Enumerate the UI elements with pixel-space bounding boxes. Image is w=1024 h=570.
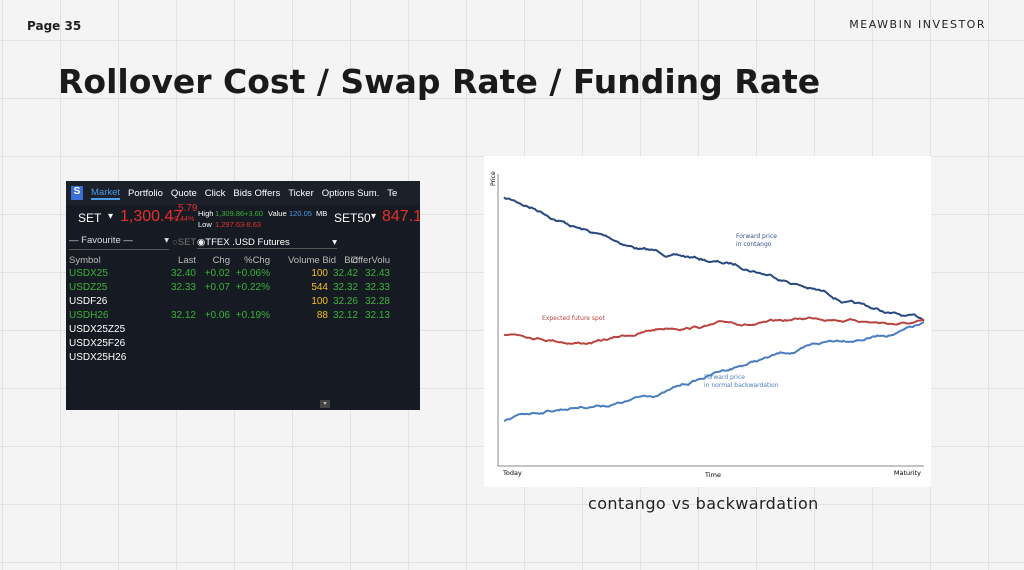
column-header: OfferVolu bbox=[350, 255, 390, 266]
column-header: Chg bbox=[212, 255, 230, 266]
trend-line bbox=[503, 316, 925, 346]
column-header: Last bbox=[178, 255, 196, 266]
symbol: USDX25 bbox=[69, 268, 108, 279]
symbol: USDZ25 bbox=[69, 282, 108, 293]
quote-cell: 32.32 bbox=[332, 282, 358, 293]
column-header: %Chg bbox=[244, 255, 270, 266]
symbol: USDX25F26 bbox=[69, 338, 126, 349]
title: Rollover Cost / Swap Rate / Funding Rate bbox=[58, 62, 821, 101]
y-axis-label: Price bbox=[490, 171, 497, 186]
tab[interactable]: Click bbox=[204, 187, 226, 199]
index-pct: -0.44% bbox=[172, 216, 195, 223]
quote-cell: +0.02 bbox=[204, 268, 230, 279]
quote-cell: +0.06 bbox=[204, 310, 230, 321]
quote-cell: 88 bbox=[316, 310, 328, 321]
radio-tfex[interactable]: ◉TFEX .USD Futures ▾ bbox=[197, 237, 337, 249]
quote-cell: 32.12 bbox=[170, 310, 196, 321]
high-change: +3.60 bbox=[244, 209, 263, 218]
label-line: Forward price bbox=[704, 374, 745, 381]
column-header: Symbol bbox=[69, 255, 101, 266]
low-change: -8.63 bbox=[244, 220, 262, 229]
caption: contango vs backwardation bbox=[588, 494, 819, 513]
radio-label: TFEX .USD Futures bbox=[205, 237, 290, 248]
symbol: USDH26 bbox=[69, 310, 109, 321]
symbol: USDX25Z25 bbox=[69, 324, 126, 335]
high-value: 1,309.86 bbox=[215, 209, 245, 218]
quote-cell: +0.06% bbox=[235, 268, 270, 279]
index2-name: SET50 bbox=[334, 211, 371, 225]
quote-cell: 32.12 bbox=[332, 310, 358, 321]
dropdown-arrow: ▾ bbox=[108, 211, 114, 222]
chart: Price Today Time Maturity Forward price i… bbox=[490, 171, 925, 479]
tab[interactable]: Market bbox=[91, 186, 121, 200]
tab[interactable]: Bids Offers bbox=[233, 187, 281, 199]
label-line: in contango bbox=[736, 241, 772, 248]
index-name: SET bbox=[78, 211, 102, 225]
quote-cell: 100 bbox=[311, 296, 328, 307]
radio-label: SET bbox=[177, 237, 197, 248]
low-label: Low bbox=[198, 220, 212, 229]
trend-line bbox=[503, 196, 925, 322]
quote-cell: 32.28 bbox=[364, 296, 390, 307]
spot-label: Expected future spot bbox=[542, 315, 606, 322]
tab[interactable]: Quote bbox=[170, 187, 197, 199]
lines bbox=[503, 196, 925, 422]
tab-bar: S Market Portfolio Quote Click Bids Offers Tic… bbox=[66, 181, 420, 205]
favourite-label: — Favourite — bbox=[69, 235, 133, 246]
quote-cell: 32.26 bbox=[332, 296, 358, 307]
quote-cell: 32.40 bbox=[170, 268, 196, 279]
value-amount: 120.05 bbox=[289, 209, 312, 218]
logo: S bbox=[71, 186, 83, 200]
index-change: 5.79 bbox=[178, 203, 198, 214]
quote-cell: +0.07 bbox=[204, 282, 230, 293]
index-bar: SET ▾ 1,300.47 5.79 -0.44% High 1,309.86… bbox=[66, 203, 420, 230]
value-label: Value bbox=[268, 209, 287, 218]
page-number: Page 35 bbox=[27, 19, 82, 33]
quote-cell: 32.13 bbox=[364, 310, 390, 321]
tab[interactable]: Ticker bbox=[288, 187, 314, 199]
radio-set[interactable]: ○SET bbox=[172, 237, 197, 248]
x-axis-label: Time bbox=[704, 471, 721, 479]
dropdown-arrow: ▾ bbox=[371, 211, 377, 222]
index2-value: 847.1 bbox=[382, 208, 420, 225]
quote-cell: +0.22% bbox=[235, 282, 270, 293]
x-end-label: Maturity bbox=[894, 469, 921, 477]
scroll-button[interactable]: ▾ bbox=[320, 400, 330, 408]
label-line: Forward price bbox=[736, 233, 777, 240]
label-line: in normal backwardation bbox=[704, 382, 779, 389]
x-start-label: Today bbox=[502, 469, 522, 477]
quote-cell: 32.42 bbox=[332, 268, 358, 279]
quote-cell: 32.33 bbox=[170, 282, 196, 293]
low-value: 1,297.63 bbox=[215, 220, 245, 229]
tab[interactable]: Te bbox=[387, 187, 398, 199]
quote-cell: 544 bbox=[311, 282, 328, 293]
column-header: Volume Bid bbox=[288, 255, 337, 266]
favourite-dropdown[interactable]: — Favourite — ▾ bbox=[69, 235, 169, 250]
figure: Price Today Time Maturity Forward price i… bbox=[484, 156, 931, 487]
trend-line bbox=[503, 321, 925, 422]
high-label: High bbox=[198, 209, 214, 218]
brand: MEAWBIN INVESTOR bbox=[849, 18, 986, 31]
contango-label: Forward price in contango bbox=[736, 233, 777, 248]
quote-cell: 32.43 bbox=[364, 268, 390, 279]
dropdown-arrow: ▾ bbox=[164, 235, 169, 246]
symbol: USDX25H26 bbox=[69, 352, 127, 363]
symbol: USDF26 bbox=[69, 296, 108, 307]
column-header: Bid bbox=[344, 255, 358, 266]
index-value: 1,300.47 bbox=[120, 208, 183, 225]
quote-cell: 100 bbox=[311, 268, 328, 279]
quote-cell: +0.19% bbox=[235, 310, 270, 321]
quote-cell: 32.33 bbox=[364, 282, 390, 293]
value-unit: MB bbox=[316, 209, 328, 218]
tab[interactable]: Options Sum. bbox=[321, 187, 380, 199]
backwardation-label: Forward price in normal backwardation bbox=[704, 374, 779, 389]
tab[interactable]: Portfolio bbox=[128, 187, 163, 199]
trading-screenshot: S Market Portfolio Quote Click Bids Offers Tic… bbox=[66, 181, 420, 410]
